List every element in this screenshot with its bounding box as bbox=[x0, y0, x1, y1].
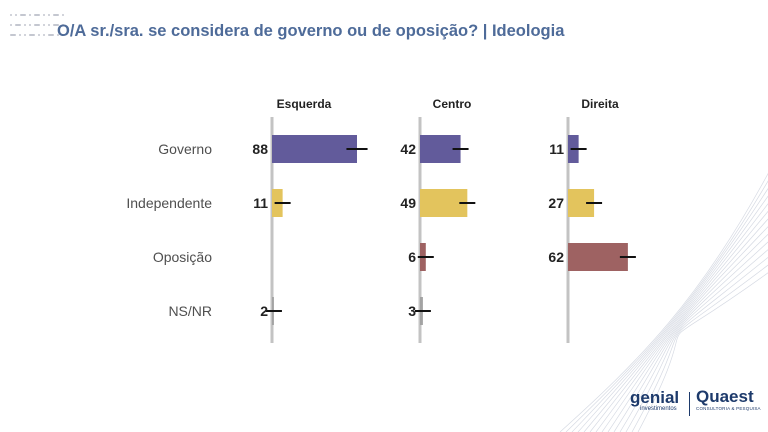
value-label: 49 bbox=[400, 195, 416, 211]
wave-line bbox=[559, 172, 768, 432]
category-label: Independente bbox=[126, 195, 212, 211]
chart-title: O/A sr./sra. se considera de governo ou … bbox=[57, 22, 565, 40]
wave-line bbox=[583, 203, 768, 432]
bar bbox=[272, 135, 357, 163]
value-label: 88 bbox=[252, 141, 268, 157]
wave-line bbox=[625, 256, 768, 432]
wave-line bbox=[607, 233, 768, 432]
value-label: 6 bbox=[408, 249, 416, 265]
genial-logo: genial investimentos bbox=[630, 389, 679, 413]
value-label: 11 bbox=[253, 195, 268, 211]
panel-header: Direita bbox=[581, 97, 619, 111]
wave-line bbox=[631, 264, 768, 432]
value-label: 62 bbox=[548, 249, 564, 265]
quaest-logo-text: Quaest bbox=[696, 387, 754, 406]
value-label: 2 bbox=[260, 303, 268, 319]
wave-line bbox=[637, 272, 768, 432]
value-label: 27 bbox=[548, 195, 564, 211]
wave-line bbox=[619, 249, 768, 432]
genial-logo-subtext: investimentos bbox=[640, 406, 677, 412]
panel-header: Esquerda bbox=[277, 97, 332, 111]
wave-line bbox=[577, 195, 768, 432]
category-label: NS/NR bbox=[168, 303, 212, 319]
bar bbox=[568, 243, 628, 271]
value-label: 3 bbox=[408, 303, 416, 319]
wave-line bbox=[571, 188, 768, 432]
panel-header: Centro bbox=[433, 97, 472, 111]
wave-line bbox=[589, 210, 768, 432]
wave-line bbox=[601, 226, 768, 432]
dot-pattern-decoration bbox=[10, 14, 64, 44]
category-label: Governo bbox=[158, 141, 212, 157]
logo-divider bbox=[689, 392, 690, 416]
quaest-logo-subtext: CONSULTORIA & PESQUISA bbox=[696, 406, 761, 411]
wave-line bbox=[595, 218, 768, 432]
wave-line bbox=[565, 180, 768, 432]
value-label: 42 bbox=[400, 141, 416, 157]
genial-logo-text: genial bbox=[630, 388, 680, 407]
wave-line bbox=[613, 241, 768, 432]
category-label: Oposição bbox=[153, 249, 212, 265]
quaest-logo: Quaest CONSULTORIA & PESQUISA bbox=[696, 388, 761, 412]
value-label: 11 bbox=[549, 141, 564, 157]
